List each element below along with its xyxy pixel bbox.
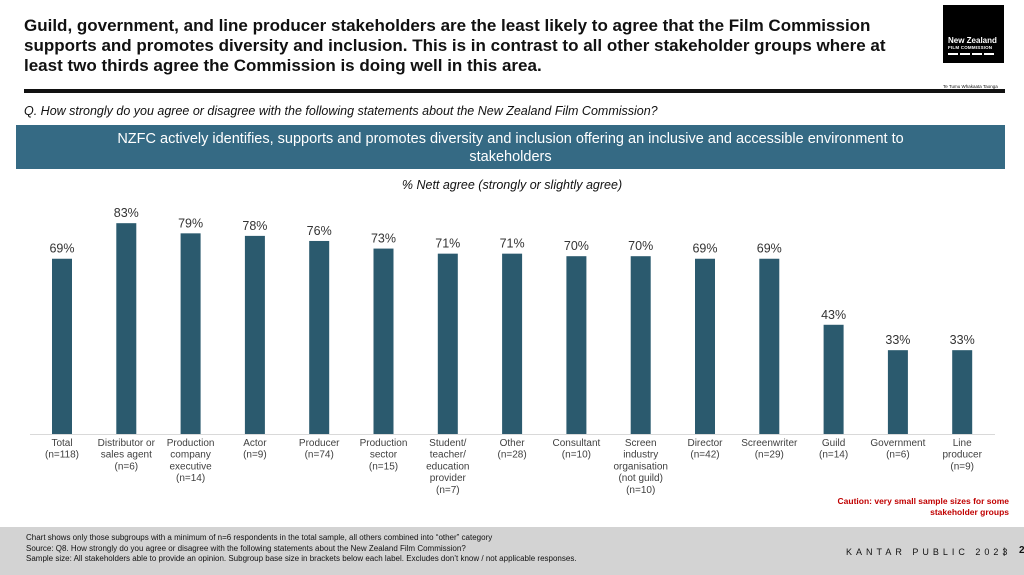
data-label: 69% <box>49 242 74 256</box>
bar <box>309 240 330 434</box>
footnote-line: Sample size: All stakeholders able to pr… <box>26 554 577 563</box>
logo-sub: FILM COMMISSION <box>948 45 993 50</box>
footnote-line: Chart shows only those subgroups with a … <box>26 533 493 542</box>
bar <box>630 256 651 434</box>
category-label: Production company executive (n=14) <box>167 438 215 484</box>
page-separator: | <box>1003 546 1006 556</box>
header-rule <box>24 89 1005 93</box>
bar <box>952 350 973 434</box>
data-label: 43% <box>821 308 846 322</box>
category-label: Producer (n=74) <box>299 438 340 461</box>
bar <box>887 350 908 434</box>
bar <box>566 256 587 434</box>
footnotes: Chart shows only those subgroups with a … <box>26 533 806 565</box>
category-label: Consultant (n=10) <box>552 438 600 461</box>
data-label: 70% <box>564 239 589 253</box>
bar <box>759 258 780 434</box>
chart-title: % Nett agree (strongly or slightly agree… <box>401 178 623 192</box>
survey-question: Q. How strongly do you agree or disagree… <box>24 104 658 118</box>
data-label: 69% <box>757 242 782 256</box>
category-label: Production sector (n=15) <box>360 438 408 472</box>
kantar-brand: KANTAR PUBLIC 2023 <box>846 547 1012 557</box>
bar <box>695 258 715 434</box>
category-label: Director (n=42) <box>687 438 723 461</box>
data-label: 69% <box>692 242 717 256</box>
bar <box>52 258 72 434</box>
logo-box: New Zealand FILM COMMISSION <box>943 5 1004 63</box>
category-label: Government (n=6) <box>870 438 925 461</box>
bar <box>116 223 137 434</box>
slide-headline: Guild, government, and line producer sta… <box>24 16 886 75</box>
category-label: Guild (n=14) <box>819 438 848 461</box>
bar-chart: 69% Total (n=118) 83% Distributor or sales ag… <box>30 206 995 496</box>
data-label: 71% <box>435 237 460 251</box>
logo-bars <box>948 53 999 55</box>
category-label: Screenwriter (n=29) <box>741 438 798 461</box>
category-label: Other (n=28) <box>498 438 527 461</box>
footer: Chart shows only those subgroups with a … <box>0 527 1024 575</box>
category-label: Screen industry organisation (not guild) (n=… <box>613 438 667 496</box>
data-label: 33% <box>885 333 910 347</box>
category-label: Distributor or sales agent (n=6) <box>98 438 156 472</box>
data-label: 76% <box>307 224 332 238</box>
logo-name: New Zealand <box>948 36 997 45</box>
page-number: 2 <box>1019 545 1024 556</box>
bar <box>180 233 201 434</box>
bar <box>437 253 458 434</box>
logo-tagline: Te Tumu Whakaata Taonga <box>943 84 998 89</box>
category-label: Line producer (n=9) <box>942 438 982 472</box>
bar <box>244 235 265 434</box>
category-label: Actor (n=9) <box>243 438 267 461</box>
data-label: 79% <box>178 216 203 230</box>
category-label: Total (n=118) <box>45 438 79 461</box>
category-label: Student/teacher/education provider (n=7) <box>426 438 469 496</box>
data-label: 83% <box>114 206 139 220</box>
data-label: 71% <box>500 237 525 251</box>
data-label: 78% <box>242 219 267 233</box>
statement-banner: NZFC actively identifies, supports and p… <box>16 125 1005 169</box>
bar <box>502 253 523 434</box>
nzfc-logo: New Zealand FILM COMMISSION Te Tumu Whak… <box>943 5 1004 89</box>
caution-note: Caution: very small sample sizes for som… <box>837 496 1009 517</box>
data-label: 70% <box>628 239 653 253</box>
bar <box>373 248 394 434</box>
bar <box>823 324 844 434</box>
data-label: 33% <box>950 333 975 347</box>
data-label: 73% <box>371 232 396 246</box>
footnote-line: Source: Q8. How strongly do you agree or… <box>26 543 466 553</box>
